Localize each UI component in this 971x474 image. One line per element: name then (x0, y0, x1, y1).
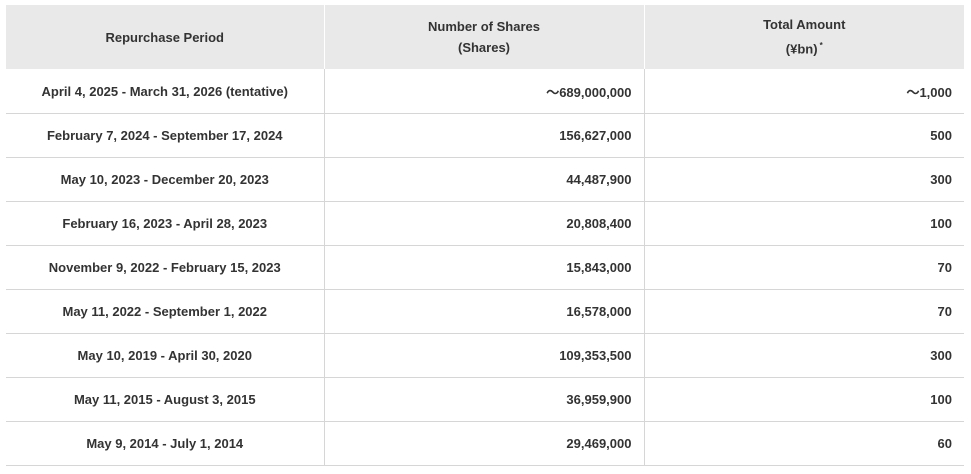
amount-cell: 100 (643, 201, 964, 246)
shares-cell: 29,469,000 (323, 421, 644, 466)
table-row: May 9, 2014 - July 1, 2014 29,469,000 60 (6, 421, 964, 466)
amount-cell: 60 (643, 421, 964, 466)
shares-cell: 15,843,000 (323, 245, 644, 290)
amount-cell: 100 (643, 377, 964, 422)
amount-cell: 300 (643, 333, 964, 378)
shares-cell: ～689,000,000 (323, 69, 644, 114)
table-row: May 11, 2022 - September 1, 2022 16,578,0… (6, 289, 964, 334)
amount-cell: 70 (643, 289, 964, 334)
table-row: November 9, 2022 - February 15, 2023 15,8… (6, 245, 964, 290)
table-row: May 10, 2019 - April 30, 2020 109,353,500… (6, 333, 964, 378)
table-row: February 16, 2023 - April 28, 2023 20,808… (6, 201, 964, 246)
period-cell: May 11, 2022 - September 1, 2022 (6, 289, 324, 334)
table-row: April 4, 2025 - March 31, 2026 (tentativ… (6, 69, 964, 114)
repurchase-table-container: Repurchase Period Number of Shares (Shar… (6, 5, 964, 466)
period-cell: November 9, 2022 - February 15, 2023 (6, 245, 324, 290)
amount-cell: 500 (643, 113, 964, 158)
header-number-of-shares: Number of Shares (Shares) (323, 5, 644, 69)
amount-cell: 70 (643, 245, 964, 290)
period-cell: April 4, 2025 - March 31, 2026 (tentativ… (6, 69, 324, 114)
amount-cell: ～1,000 (643, 69, 964, 114)
share-repurchase-table: Repurchase Period Number of Shares (Shar… (6, 5, 964, 466)
table-row: February 7, 2024 - September 17, 2024 156… (6, 113, 964, 158)
period-cell: May 9, 2014 - July 1, 2014 (6, 421, 324, 466)
table-row: May 11, 2015 - August 3, 2015 36,959,900 1… (6, 377, 964, 422)
shares-cell: 20,808,400 (323, 201, 644, 246)
header-amount-unit-wrap: (¥bn) * (645, 35, 965, 59)
shares-cell: 44,487,900 (323, 157, 644, 202)
header-shares-label: Number of Shares (428, 19, 540, 34)
period-cell: February 7, 2024 - September 17, 2024 (6, 113, 324, 158)
header-shares-unit: (Shares) (457, 40, 511, 55)
header-period-label: Repurchase Period (105, 29, 225, 45)
period-cell: May 10, 2023 - December 20, 2023 (6, 157, 324, 202)
footnote-marker: * (819, 41, 823, 51)
table-header: Repurchase Period Number of Shares (Shar… (6, 5, 964, 69)
shares-cell: 109,353,500 (323, 333, 644, 378)
header-amount-label: Total Amount (763, 17, 846, 33)
header-row: Repurchase Period Number of Shares (Shar… (6, 5, 964, 69)
period-cell: May 10, 2019 - April 30, 2020 (6, 333, 324, 378)
header-total-amount: Total Amount (¥bn) * (643, 5, 965, 69)
header-repurchase-period: Repurchase Period (6, 5, 324, 69)
table-row: May 10, 2023 - December 20, 2023 44,487,9… (6, 157, 964, 202)
shares-cell: 156,627,000 (323, 113, 644, 158)
shares-cell: 16,578,000 (323, 289, 644, 334)
table-body: April 4, 2025 - March 31, 2026 (tentativ… (6, 69, 964, 466)
period-cell: May 11, 2015 - August 3, 2015 (6, 377, 324, 422)
amount-cell: 300 (643, 157, 964, 202)
period-cell: February 16, 2023 - April 28, 2023 (6, 201, 324, 246)
header-amount-unit: (¥bn) (785, 41, 818, 57)
shares-cell: 36,959,900 (323, 377, 644, 422)
